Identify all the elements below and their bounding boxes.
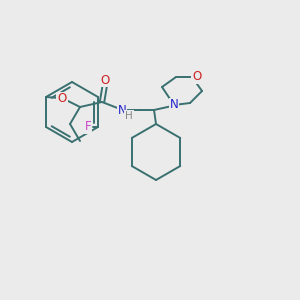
Text: O: O	[57, 92, 67, 106]
Text: N: N	[118, 103, 126, 116]
Text: H: H	[125, 111, 133, 121]
Text: F: F	[85, 121, 91, 134]
Text: N: N	[169, 98, 178, 112]
Text: O: O	[192, 70, 202, 83]
Text: O: O	[100, 74, 109, 86]
